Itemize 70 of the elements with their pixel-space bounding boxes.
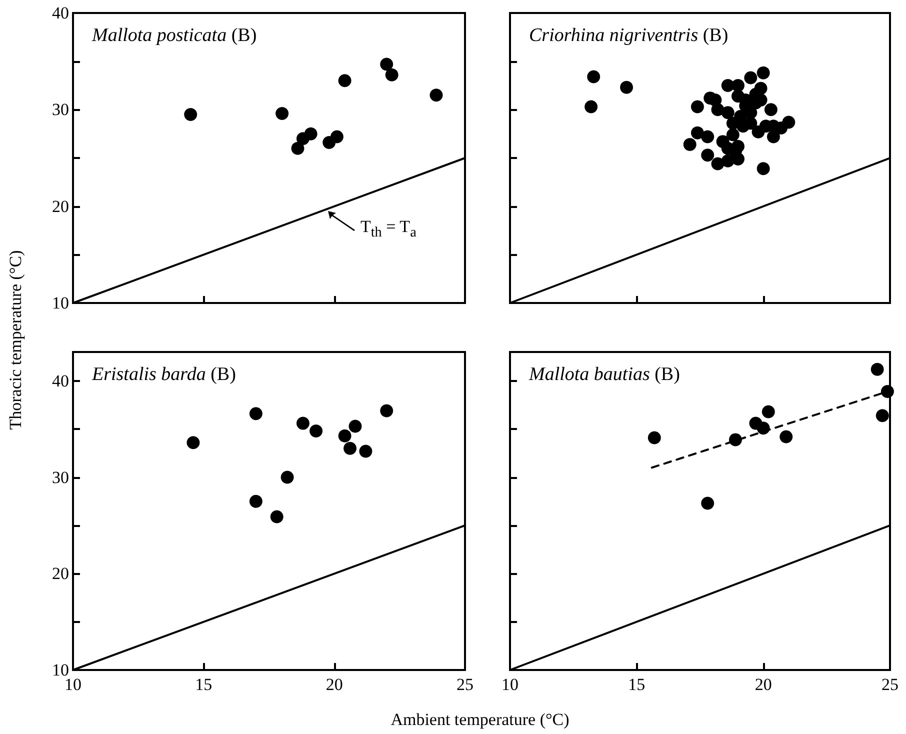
point [701, 496, 714, 510]
x-tick-label: 15 [628, 675, 646, 694]
y-tick-label: 20 [52, 564, 69, 584]
point [870, 362, 884, 376]
point [762, 405, 775, 418]
point [280, 470, 294, 484]
y-tick-label: 30 [52, 100, 69, 120]
point [186, 436, 200, 450]
point [690, 126, 704, 140]
point [291, 142, 304, 155]
point [380, 58, 394, 71]
point [249, 407, 262, 420]
point [732, 79, 744, 92]
text: Mallota posticata (B) [91, 25, 257, 46]
x-tick-label: 25 [456, 675, 474, 694]
point [726, 128, 740, 142]
point [756, 422, 770, 435]
point [348, 420, 362, 433]
y-axis-title: Thoracic temperature (°C) [6, 250, 26, 430]
x-tick-label: 25 [882, 675, 898, 694]
point [310, 424, 323, 438]
point [728, 433, 742, 446]
point [380, 404, 394, 418]
x-tick-label: 20 [754, 675, 772, 694]
point [430, 88, 443, 102]
y-tick-label: 40 [52, 4, 69, 22]
point [184, 108, 198, 121]
point [304, 127, 318, 140]
y-tick-label: 40 [52, 371, 69, 390]
text: Eristalis barda (B) [91, 364, 236, 385]
point [766, 130, 780, 144]
point [721, 106, 734, 120]
point [276, 107, 289, 120]
point [330, 130, 344, 144]
x-tick-label: 15 [195, 675, 212, 694]
text: Mallota bautias (B) [528, 364, 680, 385]
text: Criorhina nigriventris (B) [529, 25, 728, 46]
point [764, 103, 778, 116]
point [338, 74, 352, 88]
point [734, 110, 748, 123]
x-axis-title: Ambient temperature (°C) [390, 710, 570, 730]
point [620, 80, 634, 94]
y-tick-label: 10 [52, 294, 69, 312]
point [708, 94, 722, 106]
point [249, 494, 262, 508]
point [683, 138, 696, 151]
x-tick-label: 10 [502, 675, 518, 694]
point [690, 100, 704, 114]
point [344, 442, 357, 455]
annotation: T$_{th}$ = T$_{a}$ [360, 217, 416, 242]
point [296, 416, 310, 430]
y-tick-label: 30 [52, 468, 69, 487]
point [584, 100, 598, 114]
point [270, 510, 284, 524]
point [338, 429, 352, 442]
point [756, 162, 770, 176]
point [780, 430, 793, 444]
point [744, 106, 758, 120]
point [744, 71, 758, 84]
point [648, 431, 661, 444]
point [701, 148, 714, 162]
point [880, 385, 894, 398]
point [701, 130, 714, 144]
x-tick-label: 20 [326, 675, 343, 694]
y-tick-label: 20 [52, 196, 69, 216]
point [876, 409, 889, 422]
point [359, 444, 372, 458]
point [587, 70, 600, 84]
point [756, 66, 770, 80]
point [385, 68, 398, 82]
